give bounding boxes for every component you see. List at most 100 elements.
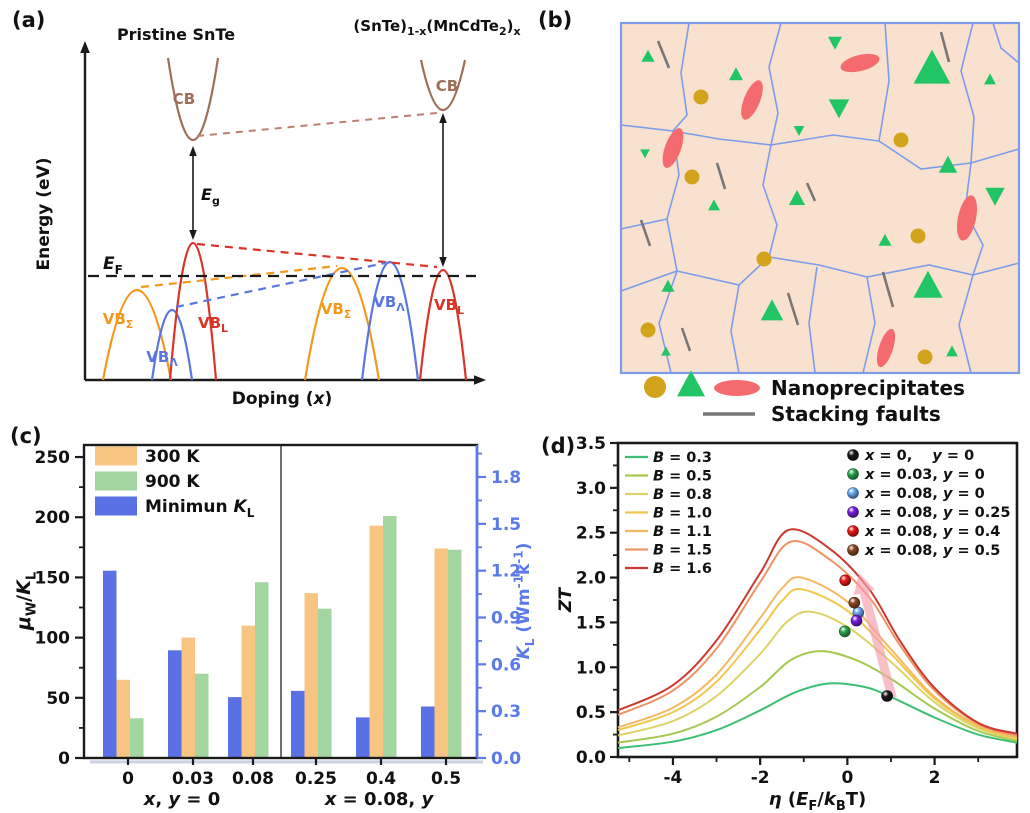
panel-b-microstructure: (b) Nanoprecipitates Stacking faults (515, 0, 1030, 430)
grain-boundary (970, 148, 1020, 164)
legend-b-label: B = 0.5 (653, 469, 712, 485)
bar-minimun-kl (228, 697, 242, 758)
grain-boundary (768, 256, 868, 278)
bar-900-k (383, 516, 397, 758)
triangle-precipitate (788, 190, 806, 205)
y-axis-label: ZT (556, 587, 576, 613)
bar-300-k (181, 637, 195, 758)
legend-marker-label: x = 0.03, y = 0 (864, 467, 985, 483)
panel-c-bar-chart: (c) 0 50 100 150 200 250 0.0 0.3 0.6 0.9 1.2 1.5 1.8… (0, 410, 545, 813)
grain-boundary (620, 270, 678, 292)
triangle-precipitate (641, 49, 655, 62)
y-tick-label: 2.0 (576, 569, 606, 589)
grain-boundary (992, 22, 1020, 64)
cb-shift-dashed-line (196, 112, 438, 137)
grain-boundary (620, 124, 674, 132)
bar-300-k (369, 525, 383, 758)
stacking-fault-line (639, 219, 652, 247)
grain-boundary (666, 22, 690, 220)
category-label: 0.08 (232, 769, 274, 789)
stacking-fault-line (805, 182, 817, 202)
legend-label: 300 K (145, 447, 200, 467)
cb-band-left (166, 57, 220, 142)
vb-lambda-left (150, 309, 194, 381)
triangle-precipitate (760, 299, 784, 321)
legend-marker-label: x = 0, y = 0 (864, 448, 974, 464)
stacking-fault-line (656, 40, 671, 69)
stacking-fault-line (715, 162, 727, 190)
bar-900-k (448, 549, 462, 758)
triangle-precipitate (828, 99, 850, 119)
circle-precipitate (640, 322, 656, 338)
vb-lambda-label-left: VBΛ (146, 348, 178, 369)
legend-marker-label: x = 0.08, y = 0.25 (864, 505, 1010, 521)
trend-arrow (853, 573, 897, 699)
band-gap-arrow-left-arrowhead-bottom (189, 230, 197, 240)
triangle-precipitate (661, 346, 671, 356)
vb-lambda-label-right: VBΛ (373, 293, 405, 314)
legend-swatch (95, 446, 137, 466)
right-tick-label: 0.3 (491, 702, 521, 722)
grain-boundary (958, 274, 974, 374)
legend-b-label: B = 0.3 (653, 450, 712, 466)
bar-900-k (255, 582, 269, 758)
right-tick-label: 0.6 (491, 655, 521, 675)
panel-c-tag: (c) (10, 424, 42, 448)
stacking-fault-line (881, 271, 895, 308)
triangle-precipitate (984, 73, 996, 85)
legend-marker-icon (847, 487, 859, 499)
legend-marker-icon (847, 449, 859, 461)
circle-precipitate (756, 251, 772, 267)
legend-marker-icon (847, 468, 859, 480)
grain-boundary (672, 130, 772, 146)
y-tick-label: 2.5 (576, 524, 606, 544)
triangle-precipitate (708, 199, 720, 211)
stacking-fault-line (939, 31, 951, 63)
triangle-precipitate (938, 155, 958, 173)
fermi-level-label: EF (103, 254, 123, 277)
bar-300-k (241, 625, 255, 758)
panel-d-tag: (d) (541, 434, 576, 458)
data-marker (838, 625, 851, 638)
circle-precipitate (693, 89, 709, 105)
left-tick-label: 50 (46, 689, 70, 709)
panel-d-line-chart: (d) 0.0 0.5 1.0 1.5 2.0 2.5 3.0 3.5 -4 -2 0 2 η (EF/… (541, 410, 1030, 813)
stacking-fault-line (786, 292, 800, 326)
vb-sigma-label-right: VBΣ (321, 300, 352, 321)
grain-boundary (862, 276, 876, 374)
left-tick-label: 100 (35, 629, 71, 649)
panel-d-canvas: 0.0 0.5 1.0 1.5 2.0 2.5 3.0 3.5 -4 -2 0 2 η (EF/kBT)… (556, 434, 1019, 813)
grain-boundary (730, 284, 740, 374)
triangle-precipitate (793, 126, 805, 136)
energy-axis-label: Energy (eV) (34, 157, 54, 270)
right-tick-label: 1.5 (491, 515, 521, 535)
data-marker (839, 574, 852, 587)
curve-b=0.5 (617, 650, 1018, 744)
legend-label: 900 K (145, 472, 200, 492)
legend-circle-icon (644, 376, 666, 398)
ellipse-precipitate (662, 128, 684, 168)
stacking-fault-line (680, 327, 692, 352)
band-gap-label: Eg (201, 185, 220, 208)
y-tick-label: 3.5 (576, 434, 606, 454)
panel-a-tag: (a) (12, 8, 46, 32)
grain-boundary (960, 22, 975, 164)
legend-ellipse-icon (714, 380, 760, 396)
panel-c-canvas: 0 50 100 150 200 250 0.0 0.3 0.6 0.9 1.2 1.5 1.8 0 0.0… (13, 443, 537, 810)
bar-minimun-kl (168, 650, 182, 758)
grain-boundary (878, 140, 972, 170)
band-gap-arrow-left-arrowhead-top (189, 146, 197, 156)
vb-sigma-left (101, 289, 173, 381)
left-axis-label: μW/KL (13, 572, 39, 631)
legend-b-label: B = 1.6 (653, 561, 712, 577)
bar-minimun-kl (103, 570, 117, 758)
energy-axis-arrowhead (80, 41, 90, 53)
panel-a-canvas: Energy (eV) Doping (x) Pristine SnTe (SnTe)… (34, 17, 521, 409)
y-tick-label: 3.0 (576, 479, 606, 499)
circle-precipitate (910, 228, 926, 244)
vb-sigma-right (303, 267, 381, 381)
data-marker (881, 690, 893, 702)
legend-marker-label: x = 0.08, y = 0.5 (864, 543, 1000, 559)
legend-b-label: B = 0.8 (653, 487, 712, 503)
